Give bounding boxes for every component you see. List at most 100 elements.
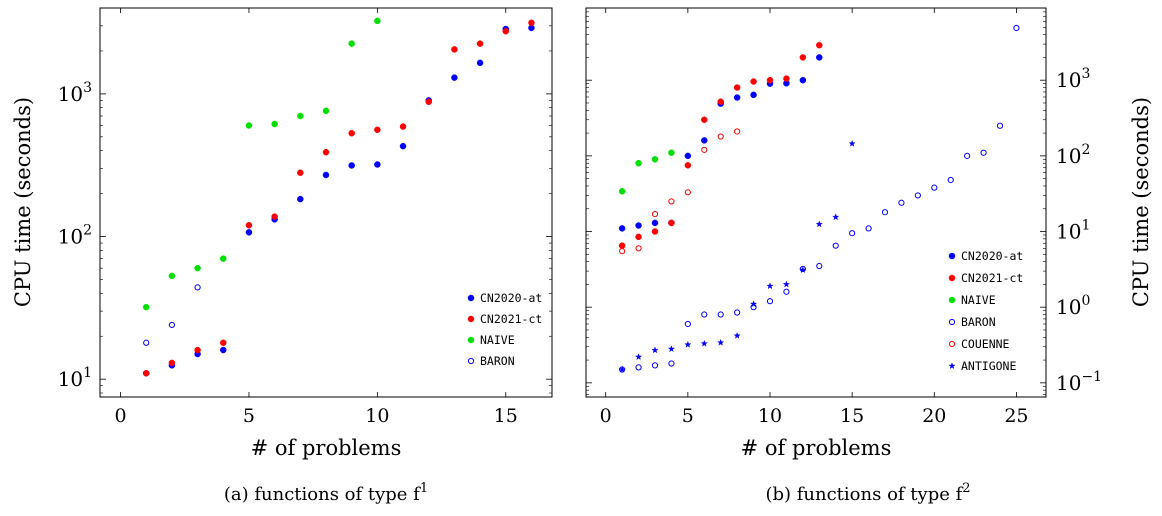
data-point	[684, 320, 691, 328]
data-point	[451, 46, 458, 53]
data-point	[750, 78, 757, 85]
data-point	[322, 107, 330, 115]
data-point	[898, 199, 905, 206]
data-point	[619, 248, 626, 255]
data-point	[297, 169, 304, 176]
y-tick-label: 100	[1056, 293, 1090, 319]
data-point	[799, 54, 807, 61]
data-point	[220, 255, 227, 262]
legend-marker	[467, 336, 475, 344]
data-point	[717, 133, 724, 140]
data-point	[766, 298, 774, 305]
x-tick-label: 25	[1004, 405, 1028, 427]
legend: CN2020-at CN2021-ct NAIVE BARON	[467, 291, 542, 368]
data-point	[168, 321, 176, 329]
data-point	[322, 148, 330, 156]
data-point	[816, 54, 823, 61]
data-point	[476, 40, 484, 47]
data-point	[815, 220, 823, 228]
data-point	[618, 242, 626, 249]
data-point	[701, 311, 708, 318]
legend-label: CN2021-ct	[480, 312, 542, 326]
legend: CN2020-at CN2021-ct NAIVE BARON COUENNE ANTIG…	[948, 249, 1023, 373]
data-point	[143, 339, 150, 346]
legend-marker	[467, 315, 475, 323]
legend-label: BARON	[480, 354, 515, 368]
data-point	[399, 142, 407, 150]
data-point	[348, 40, 355, 47]
data-point	[297, 112, 304, 120]
data-point	[964, 152, 971, 159]
chart-panel-a: 0 5 10 15 101 102 103 CPU time (seconds) # of pr…	[11, 7, 553, 505]
data-point	[684, 189, 691, 196]
data-point	[245, 122, 253, 129]
x-tick-label: 15	[840, 405, 864, 427]
legend-label: CN2020-at	[480, 291, 542, 305]
data-point	[684, 340, 692, 348]
series-naive	[618, 149, 675, 195]
data-point	[717, 338, 725, 346]
data-point	[528, 19, 535, 27]
data-point	[220, 346, 227, 354]
data-point	[668, 360, 675, 367]
series-antigone	[618, 139, 856, 373]
data-point	[914, 192, 921, 199]
data-point	[374, 161, 381, 168]
series-cn2021-ct	[142, 19, 535, 377]
data-point	[881, 209, 889, 216]
legend-label: ANTIGONE	[961, 359, 1016, 373]
legend-marker	[467, 294, 475, 302]
data-point	[635, 364, 642, 371]
data-point	[348, 162, 355, 169]
figure-caption: (b) functions of type f2	[765, 481, 970, 505]
data-point	[749, 300, 758, 308]
data-point	[783, 288, 790, 295]
data-point	[374, 126, 381, 134]
figure-caption: (a) functions of type f1	[224, 481, 428, 505]
data-point	[667, 345, 676, 353]
series-cn2020-at	[618, 54, 823, 232]
data-point	[425, 98, 432, 106]
x-axis-label: # of problems	[251, 436, 402, 460]
data-point	[502, 27, 510, 35]
data-point	[980, 149, 987, 156]
series-couenne	[619, 128, 741, 255]
data-point	[374, 17, 381, 25]
x-tick-label: 20	[922, 405, 946, 427]
y-axis-label: CPU time (seconds)	[11, 97, 35, 307]
data-point	[766, 76, 774, 84]
data-point	[668, 149, 675, 156]
data-point	[271, 213, 278, 220]
data-point	[168, 272, 176, 280]
data-point	[142, 370, 150, 377]
data-point	[733, 331, 741, 339]
series-cn2021-ct	[618, 41, 823, 249]
legend-marker	[948, 274, 956, 282]
series-baron	[143, 284, 201, 346]
data-point	[194, 264, 201, 272]
data-point	[651, 156, 659, 163]
legend-label: COUENNE	[961, 337, 1010, 351]
data-point	[849, 230, 856, 237]
data-point	[931, 184, 938, 191]
data-point	[651, 219, 659, 227]
legend-label: NAIVE	[480, 333, 515, 347]
data-point	[684, 152, 692, 160]
data-point	[816, 41, 823, 49]
data-point	[168, 359, 176, 367]
data-point	[348, 129, 355, 137]
y-axis-label: CPU time (seconds)	[1129, 97, 1153, 307]
data-point	[635, 222, 642, 229]
data-point	[1013, 24, 1020, 32]
data-point	[651, 210, 659, 218]
legend-marker	[948, 252, 956, 260]
plot-frame	[585, 7, 1047, 398]
data-point	[733, 84, 741, 91]
data-point	[799, 76, 807, 84]
legend-marker	[948, 318, 956, 326]
data-point	[832, 213, 840, 221]
data-point	[322, 171, 330, 179]
data-point	[194, 346, 201, 354]
plot-frame	[99, 7, 553, 398]
data-point	[245, 229, 253, 236]
